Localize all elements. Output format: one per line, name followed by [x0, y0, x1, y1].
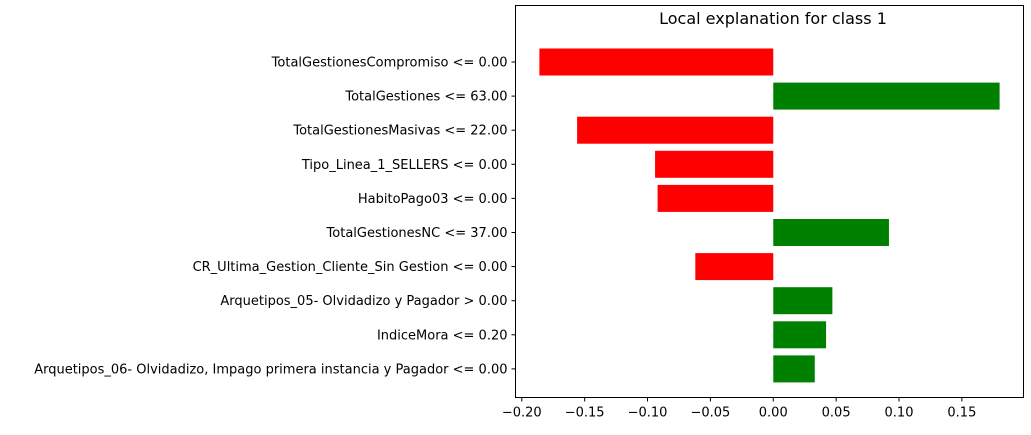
y-tick-label: TotalGestiones <= 63.00 — [344, 90, 507, 105]
bar — [773, 287, 833, 315]
y-tick-label: Arquetipos_05- Olvidadizo y Pagador > 0.… — [220, 294, 507, 309]
x-tick-label: 0.15 — [947, 406, 976, 421]
x-tick-label: 0.05 — [822, 406, 851, 421]
x-tick-label: −0.15 — [565, 406, 605, 421]
x-tick-label: −0.05 — [690, 406, 730, 421]
y-tick-labels: TotalGestionesCompromiso <= 0.00 TotalGes… — [34, 56, 516, 377]
bar — [773, 355, 815, 383]
y-tick-label: Tipo_Linea_1_SELLERS <= 0.00 — [301, 158, 508, 173]
y-tick-label: TotalGestionesNC <= 37.00 — [326, 226, 508, 241]
y-tick-label: Arquetipos_06- Olvidadizo, Impago primer… — [34, 362, 507, 377]
x-tick-label: 0.10 — [885, 406, 914, 421]
bar — [773, 82, 1000, 110]
y-tick-label: TotalGestionesMasivas <= 22.00 — [292, 124, 507, 139]
plot-frame — [515, 5, 1024, 398]
bar — [773, 321, 827, 349]
bar — [657, 184, 774, 212]
chart-title: Local explanation for class 1 — [659, 9, 887, 28]
x-tick-label: 0.00 — [759, 406, 788, 421]
x-tick-label: −0.20 — [502, 406, 542, 421]
x-ticks: −0.20 −0.15 −0.10 −0.05 0.00 0.05 0.10 0.15 — [502, 397, 976, 421]
x-tick-label: −0.10 — [628, 406, 668, 421]
y-tick-label: CR_Ultima_Gestion_Cliente_Sin Gestion <=… — [193, 260, 508, 275]
bar — [695, 253, 774, 281]
bars-group — [539, 48, 1000, 383]
y-tick-label: IndiceMora <= 0.20 — [377, 328, 508, 343]
y-tick-label: TotalGestionesCompromiso <= 0.00 — [271, 56, 508, 71]
bar — [773, 219, 889, 246]
bar — [539, 48, 774, 76]
bar — [577, 116, 774, 144]
bar — [655, 150, 774, 178]
y-tick-label: HabitoPago03 <= 0.00 — [358, 192, 508, 207]
